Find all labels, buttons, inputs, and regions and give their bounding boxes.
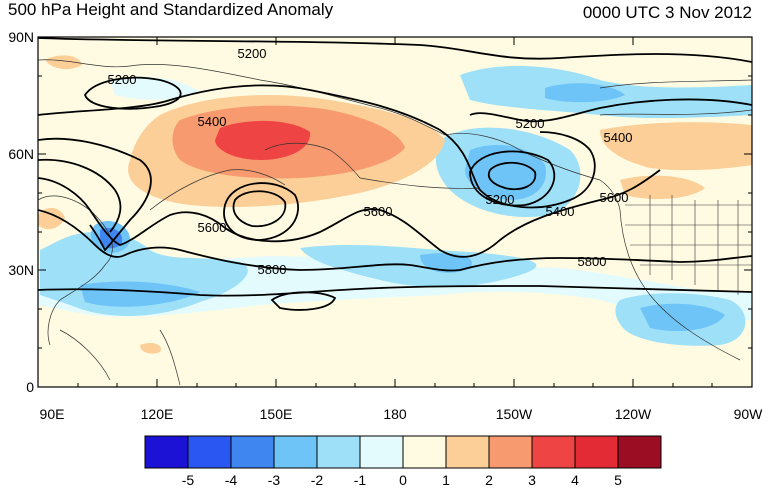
pos-anomaly-arctic-west — [45, 55, 82, 70]
us-state-borders — [625, 195, 752, 295]
x-tick-label: 150E — [260, 406, 293, 422]
y-tick-label: 90N — [8, 29, 34, 45]
colorbar-swatch — [230, 435, 275, 469]
colorbar-swatch — [359, 435, 404, 469]
colorbar-tick-label: 5 — [614, 472, 622, 488]
colorbar-swatch — [617, 435, 662, 469]
neg-anomaly-subtropics — [80, 281, 200, 307]
colorbar-tick-label: 1 — [442, 472, 450, 488]
contour-label: 5600 — [198, 220, 227, 235]
colorbar-swatch — [488, 435, 533, 469]
colorbar-tick-label: -4 — [225, 472, 238, 488]
contour-label: 5400 — [198, 114, 227, 129]
colorbar-tick-label: -3 — [268, 472, 281, 488]
contour-label: 5200 — [486, 192, 515, 207]
colorbar-swatch — [402, 435, 447, 469]
x-tick-label: 120E — [141, 406, 174, 422]
coastline-aleutians — [359, 177, 481, 189]
colorbar-tick-label: -1 — [354, 472, 367, 488]
colorbar-swatch — [574, 435, 619, 469]
contour-5600-asia — [38, 158, 122, 233]
coastline-arctic-canada — [599, 79, 752, 89]
colorbar-tick-label: -5 — [182, 472, 195, 488]
coastline-korea-japan — [149, 169, 286, 211]
coastline-west-coast — [619, 209, 741, 361]
x-axis-labels: 90E 120E 150E 180 150W 120W 90W — [40, 406, 764, 422]
contour-5400-main — [38, 84, 596, 209]
x-tick-label: 90W — [734, 406, 764, 422]
coastline-arctic-asia — [38, 59, 446, 136]
coastline-indochina — [59, 329, 111, 381]
pos-anomaly-peak — [215, 120, 311, 160]
colorbar-swatch — [144, 435, 189, 469]
contour-5200-gulf-low — [487, 161, 537, 191]
colorbar-tick-label: 4 — [571, 472, 579, 488]
contour-label: 5800 — [578, 254, 607, 269]
contour-labels: 5200 5200 5200 5200 5400 5400 5400 5600 … — [108, 46, 633, 277]
contour-5400-asia — [38, 137, 152, 252]
y-tick-label: 60N — [8, 146, 34, 162]
colorbar-tick-label: 0 — [399, 472, 407, 488]
contour-label: 5200 — [516, 116, 545, 131]
contour-5600-main — [38, 169, 661, 258]
colorbar-swatch — [273, 435, 318, 469]
contour-5800-south — [38, 285, 752, 297]
anomaly-shading — [38, 55, 752, 354]
contour-5900-high — [270, 291, 337, 311]
contour-5300-gulf-ring — [469, 150, 556, 207]
y-axis-labels: 90N 60N 30N 0 — [8, 29, 34, 395]
state-lines-horizontal — [625, 204, 752, 266]
contour-5800-main — [38, 209, 752, 272]
pos-anomaly-west-edge — [38, 207, 65, 230]
colorbar-tick-label: 3 — [528, 472, 536, 488]
contour-label: 5200 — [238, 46, 267, 61]
colorbar-tick-label: 2 — [485, 472, 493, 488]
contour-5200-siberia — [83, 76, 182, 110]
state-lines-vertical — [649, 195, 739, 295]
height-contours — [38, 37, 752, 311]
x-tick-label: 180 — [383, 406, 407, 422]
coastlines — [38, 59, 752, 386]
coastline-kamchatka — [264, 142, 361, 179]
contour-label: 5600 — [364, 204, 393, 219]
contour-5200-north — [38, 37, 752, 63]
contour-label: 5800 — [258, 262, 287, 277]
contour-label: 5400 — [546, 204, 575, 219]
coastline-east-asia — [38, 195, 113, 346]
contour-label: 5200 — [108, 72, 137, 87]
colorbar-swatch — [445, 435, 490, 469]
axis-ticks — [38, 36, 752, 388]
colorbar — [144, 435, 662, 469]
pos-anomaly-canada — [600, 122, 752, 171]
neg-anomaly-east-pacific-core — [640, 303, 725, 332]
colorbar-labels: -5 -4 -3 -2 -1 0 1 2 3 4 5 — [182, 472, 622, 488]
neg-anomaly-siberia — [110, 76, 200, 100]
pos-anomaly-pnw — [620, 175, 705, 200]
contour-5500-low-japan-ring — [223, 182, 299, 241]
map-title: 500 hPa Height and Standardized Anomaly — [8, 0, 334, 19]
colorbar-swatch — [531, 435, 576, 469]
map-datetime: 0000 UTC 3 Nov 2012 — [582, 3, 752, 22]
x-tick-label: 150W — [496, 406, 533, 422]
y-tick-label: 0 — [26, 379, 34, 395]
contour-5400-low-japan — [232, 190, 287, 228]
contour-5200-canada — [469, 98, 752, 123]
pos-anomaly-tropics — [140, 342, 162, 354]
colorbar-swatch — [187, 435, 232, 469]
colorbar-tick-label: -2 — [311, 472, 324, 488]
contour-label: 5600 — [600, 190, 629, 205]
x-tick-label: 120W — [615, 406, 652, 422]
contour-label: 5400 — [604, 130, 633, 145]
neg-anomaly-arctic-core — [545, 83, 625, 103]
x-tick-label: 90E — [40, 406, 65, 422]
coastline-alaska — [444, 133, 621, 211]
coastline-hudson — [599, 109, 752, 116]
colorbar-swatch — [316, 435, 361, 469]
coastline-philippines — [159, 329, 181, 386]
y-tick-label: 30N — [8, 262, 34, 278]
